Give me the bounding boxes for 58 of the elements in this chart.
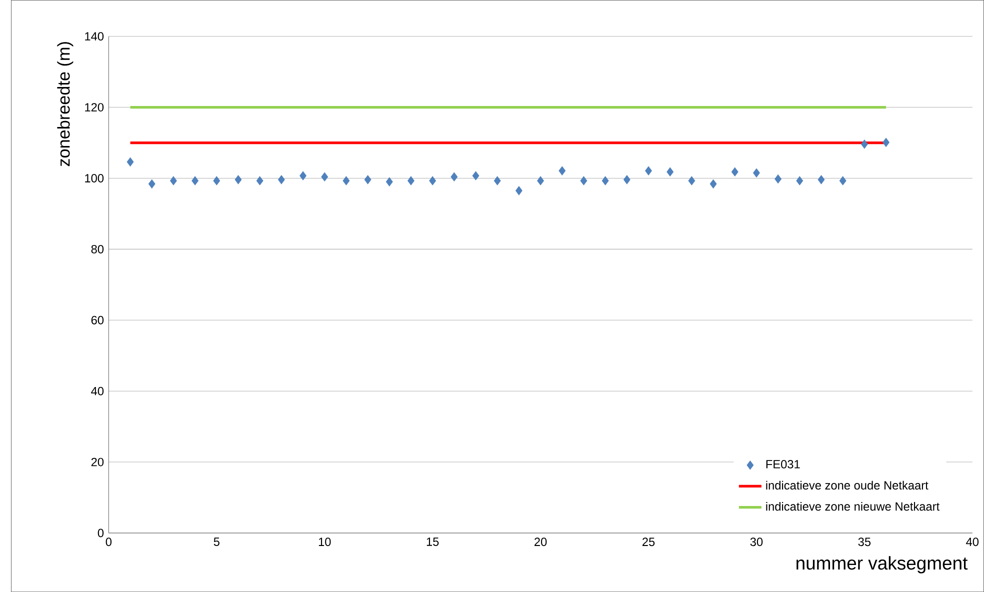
point	[710, 179, 717, 188]
point	[558, 166, 566, 176]
y-tick-label: 0	[98, 528, 104, 538]
x-axis-title: nummer vaksegment	[796, 556, 968, 574]
point	[774, 174, 782, 184]
y-tick-label: 80	[91, 244, 104, 254]
y-tick-label: 60	[91, 316, 104, 324]
x-tick-label: 15	[426, 538, 439, 546]
y-tick-label: 120	[85, 103, 104, 112]
legend-label: indicatieve zone oude Netkaart	[766, 480, 928, 490]
point	[192, 176, 198, 186]
point	[861, 140, 868, 149]
point	[623, 175, 630, 184]
point	[408, 176, 414, 186]
point	[278, 175, 285, 184]
point	[213, 176, 220, 186]
point	[300, 171, 306, 180]
y-axis-title: zonebreedte (m)	[57, 42, 74, 166]
point	[472, 171, 480, 180]
x-tick-label: 25	[642, 538, 655, 546]
point	[321, 172, 328, 182]
point	[796, 176, 804, 186]
legend-label: indicatieve zone nieuwe Netkaart	[766, 502, 940, 511]
point	[645, 166, 652, 176]
point	[170, 176, 177, 186]
point	[818, 175, 825, 184]
point	[429, 176, 436, 186]
point	[494, 176, 501, 186]
x-tick-label: 20	[534, 538, 547, 546]
x-tick-label: 0	[106, 538, 112, 546]
y-tick-label: 20	[91, 458, 104, 466]
x-tick-label: 5	[214, 538, 220, 546]
x-tick-label: 40	[966, 538, 979, 546]
point	[882, 138, 890, 147]
point	[234, 175, 242, 184]
point	[666, 167, 674, 176]
point	[342, 176, 350, 186]
point	[364, 175, 372, 184]
point	[731, 167, 738, 176]
legend-label: FE031	[766, 460, 800, 468]
point	[839, 176, 846, 186]
y-tick-label: 140	[85, 32, 104, 40]
point	[126, 157, 134, 166]
point	[256, 176, 264, 186]
x-tick-label: 35	[858, 538, 871, 546]
point	[148, 179, 156, 188]
x-tick-label: 10	[318, 538, 331, 546]
point	[602, 176, 609, 186]
y-tick-label: 40	[91, 386, 104, 396]
point	[537, 176, 544, 186]
point	[516, 186, 522, 196]
x-tick-label: 30	[750, 538, 763, 546]
point	[753, 168, 760, 178]
point	[386, 177, 393, 186]
point	[450, 172, 458, 182]
point	[580, 176, 588, 186]
point	[688, 176, 696, 186]
y-tick-label: 100	[85, 174, 104, 182]
